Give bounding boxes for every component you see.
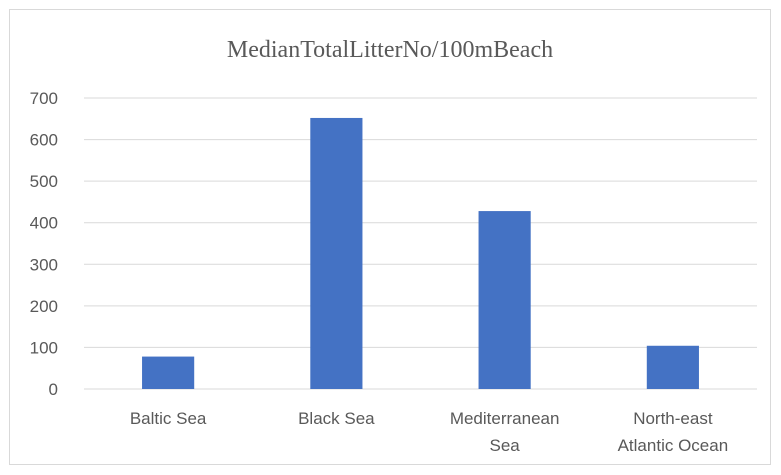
y-axis-ticks: 0 100 200 300 400 500 600 700: [30, 89, 58, 399]
y-tick-label: 300: [30, 255, 58, 274]
bars: [142, 117, 699, 389]
gridlines: [84, 97, 757, 390]
y-tick-label: 0: [49, 380, 58, 399]
x-axis-labels: Baltic Sea Black Sea Mediterranean Sea North…: [130, 409, 728, 455]
x-category-label: Black Sea: [298, 409, 375, 428]
y-tick-label: 200: [30, 297, 58, 316]
x-category-label: Sea: [490, 436, 521, 455]
y-tick-label: 400: [30, 214, 58, 233]
y-tick-label: 600: [30, 131, 58, 150]
bar: [478, 211, 531, 389]
y-tick-label: 500: [30, 172, 58, 191]
bar: [142, 356, 195, 389]
y-tick-label: 700: [30, 89, 58, 108]
y-tick-label: 100: [30, 338, 58, 357]
x-category-label: North-east: [633, 409, 713, 428]
x-category-label: Mediterranean: [450, 409, 560, 428]
bar: [646, 345, 699, 389]
bar: [310, 117, 363, 389]
x-category-label: Baltic Sea: [130, 409, 207, 428]
chart-title: MedianTotalLitterNo/100mBeach: [227, 37, 553, 63]
x-category-label: Atlantic Ocean: [618, 436, 729, 455]
